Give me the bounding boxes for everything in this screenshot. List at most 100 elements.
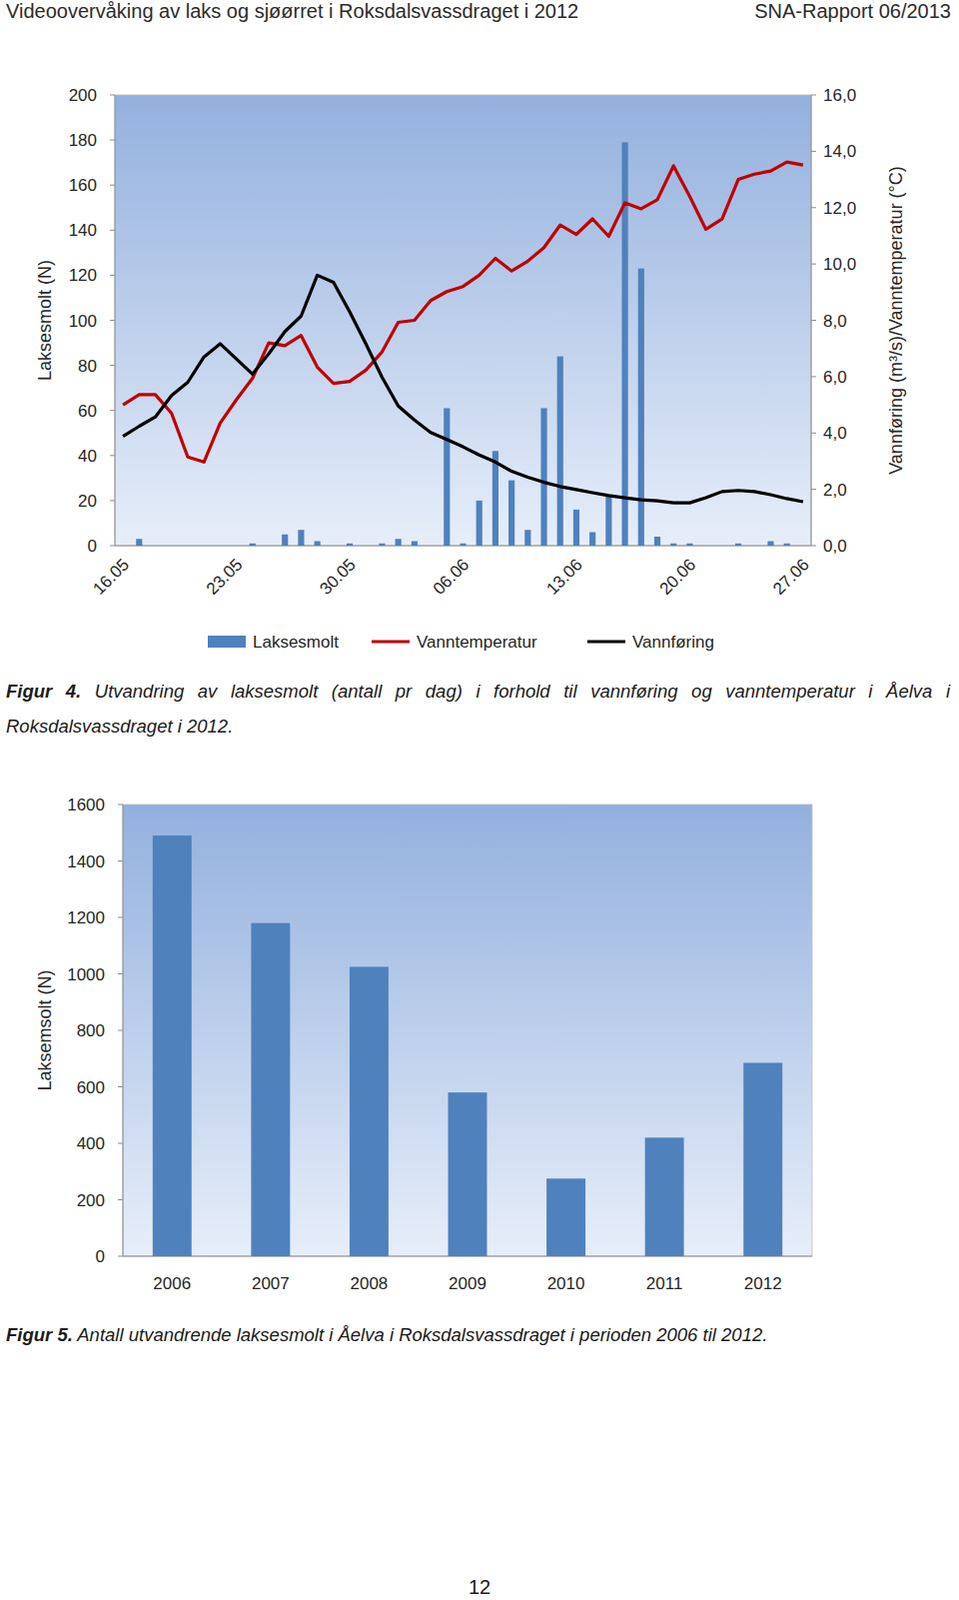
y-tick (117, 1142, 123, 1144)
y-tick-label: 40 (77, 446, 97, 466)
y-tick-label: 1200 (66, 908, 105, 928)
y-tick-label: 200 (68, 85, 97, 105)
y2-tick (811, 432, 817, 434)
y-tick (117, 1198, 123, 1200)
y-tick (109, 409, 115, 411)
legend-label: Vanntemperatur (416, 632, 538, 652)
bar (719, 545, 726, 547)
bar (119, 545, 126, 547)
bar (735, 543, 742, 546)
y-tick-label: 1600 (66, 795, 105, 815)
bar (448, 1091, 488, 1256)
y-tick (109, 319, 115, 321)
bar (508, 480, 515, 546)
bar (557, 356, 564, 546)
y2-tick (811, 319, 817, 321)
bar (546, 1177, 586, 1256)
plot-area (114, 94, 812, 546)
bar (216, 545, 223, 547)
y-tick (109, 139, 115, 141)
y-tick-label: 1400 (66, 852, 105, 872)
y-tick-label: 100 (68, 311, 97, 331)
bar (250, 923, 290, 1256)
legend-swatch (207, 635, 246, 648)
bar (330, 545, 337, 547)
y-tick (117, 917, 123, 919)
x-tick-label: 06.06 (429, 554, 474, 599)
y2-tick (811, 375, 817, 377)
header-left: Videoovervåking av laks og sjøørret i Ro… (5, 0, 579, 23)
bar (524, 529, 531, 546)
bar (654, 536, 661, 546)
y-tick-label: 200 (76, 1190, 105, 1210)
y2-tick-label: 2,0 (823, 480, 848, 500)
caption-text: Antall utvandrende laksesmolt i Åelva i … (76, 1323, 768, 1345)
y2-tick-label: 16,0 (823, 85, 857, 105)
bar (411, 540, 418, 546)
bar (151, 545, 158, 547)
y2-tick-label: 10,0 (823, 254, 857, 274)
x-tick-label: 2011 (646, 1273, 684, 1293)
bar (346, 543, 353, 546)
bar (184, 545, 191, 547)
y-tick (109, 94, 115, 96)
y-tick (117, 1255, 123, 1257)
y2-tick-label: 0,0 (823, 536, 848, 556)
bar (573, 509, 580, 546)
y-axis (114, 94, 116, 546)
y2-tick-label: 6,0 (823, 367, 848, 387)
y2-tick (811, 488, 817, 490)
plot-area (122, 804, 813, 1256)
bar (751, 545, 758, 547)
y-tick-label: 120 (68, 265, 97, 285)
y-tick-label: 20 (77, 491, 97, 511)
bar (800, 545, 807, 547)
line (122, 161, 804, 462)
x-tick-label: 2012 (744, 1273, 783, 1293)
y-tick-label: 0 (87, 536, 97, 556)
bar (589, 531, 596, 546)
bar (281, 534, 288, 546)
y-axis (122, 804, 124, 1256)
bar (349, 965, 389, 1256)
x-tick-label: 13.06 (542, 554, 587, 599)
bar (297, 529, 304, 546)
legend-label: Laksesmolt (252, 632, 339, 652)
y2-tick (811, 545, 817, 547)
legend-swatch (587, 639, 626, 643)
y-tick-label: 1000 (66, 964, 105, 984)
bar (427, 545, 434, 547)
page-number: 12 (0, 1575, 959, 1599)
y-tick (109, 274, 115, 276)
bar (443, 407, 450, 546)
legend-label: Vannføring (632, 632, 715, 652)
header-right: SNA-Rapport 06/2013 (754, 0, 952, 23)
bar (605, 495, 612, 546)
bar (743, 1061, 783, 1256)
y-tick-label: 0 (95, 1246, 105, 1266)
y2-tick-label: 8,0 (823, 311, 848, 331)
y2-axis-title: Vannføring (m³/s)/Vanntemperatur (°C) (886, 165, 907, 475)
caption-label: Figur 4. (5, 680, 81, 702)
bar (249, 543, 256, 546)
y-tick (109, 454, 115, 456)
y-tick (109, 184, 115, 186)
y-tick (109, 364, 115, 366)
y2-tick-label: 14,0 (823, 141, 857, 161)
x-tick-label: 2009 (448, 1273, 487, 1293)
y-tick-label: 80 (77, 356, 97, 376)
y-tick (117, 972, 123, 974)
bar (168, 545, 175, 547)
bar (492, 450, 499, 546)
bar (135, 538, 142, 546)
data-group (152, 835, 783, 1256)
bar (784, 543, 791, 546)
bar (459, 543, 466, 546)
y2-tick (811, 206, 817, 208)
bar (645, 1136, 685, 1256)
caption: Figur 5. Antall utvandrende laksesmolt i… (5, 1316, 951, 1352)
bar (638, 268, 645, 546)
bar (378, 543, 385, 546)
x-tick-label: 30.05 (315, 554, 360, 599)
legend-swatch (371, 639, 410, 643)
